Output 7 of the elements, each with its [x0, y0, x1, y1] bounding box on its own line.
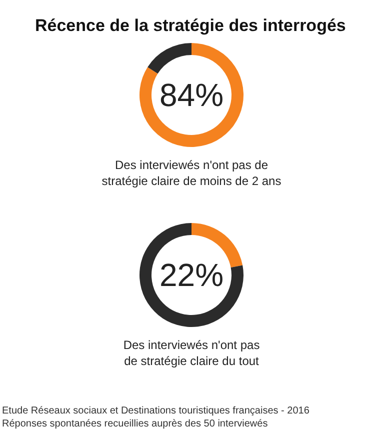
data-label: 22%	[159, 257, 224, 293]
text: Des interviewés n'ont pas de stratégie claire de moins de 2 ans	[102, 158, 282, 188]
text: Réponses spontanées recueillies auprès des 50 interviewés	[2, 418, 268, 430]
text: Des interviewés n'ont pas de stratégie claire du tout	[123, 338, 260, 368]
text: Etude Réseaux sociaux et Destinations touristiques françaises - 2016	[2, 406, 310, 416]
chart-title: Récence de la stratégie des interrogés	[35, 16, 346, 35]
data-label: 84%	[159, 77, 224, 113]
